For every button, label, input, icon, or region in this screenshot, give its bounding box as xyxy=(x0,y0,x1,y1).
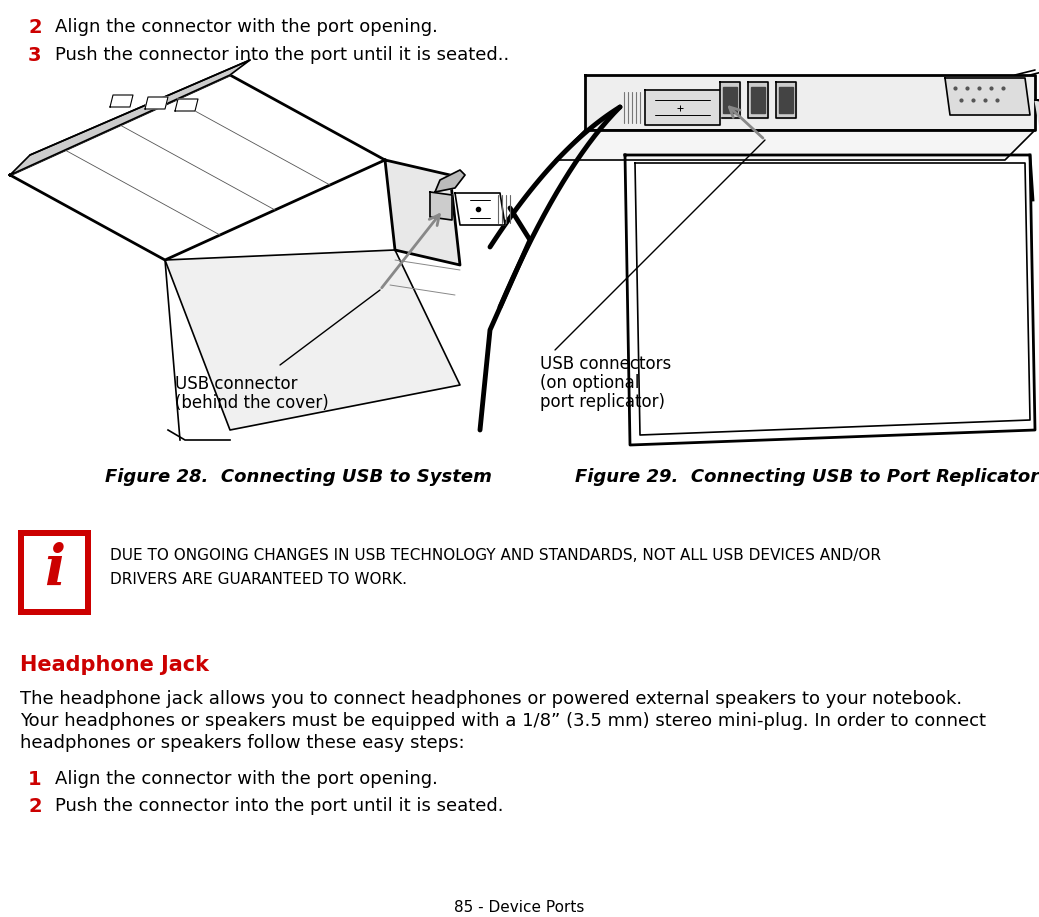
Text: (on optional: (on optional xyxy=(540,374,639,392)
Polygon shape xyxy=(145,97,168,109)
Text: port replicator): port replicator) xyxy=(540,393,665,411)
Polygon shape xyxy=(555,130,1035,160)
Text: USB connectors: USB connectors xyxy=(540,355,671,373)
Polygon shape xyxy=(1035,100,1039,130)
Polygon shape xyxy=(585,75,1035,130)
Text: Figure 28.  Connecting USB to System: Figure 28. Connecting USB to System xyxy=(105,468,491,486)
Text: DUE TO ONGOING CHANGES IN USB TECHNOLOGY AND STANDARDS, NOT ALL USB DEVICES AND/: DUE TO ONGOING CHANGES IN USB TECHNOLOGY… xyxy=(110,548,881,563)
Text: 3: 3 xyxy=(28,46,42,65)
Text: 1: 1 xyxy=(28,770,42,789)
Polygon shape xyxy=(779,87,793,113)
Polygon shape xyxy=(723,87,737,113)
Text: Push the connector into the port until it is seated.: Push the connector into the port until i… xyxy=(55,797,504,815)
Text: 2: 2 xyxy=(28,797,42,816)
Polygon shape xyxy=(645,90,720,125)
Text: USB connector: USB connector xyxy=(175,375,297,393)
Bar xyxy=(18,530,91,615)
Text: headphones or speakers follow these easy steps:: headphones or speakers follow these easy… xyxy=(20,734,464,752)
Text: (behind the cover): (behind the cover) xyxy=(175,394,328,412)
Text: Headphone Jack: Headphone Jack xyxy=(20,655,209,675)
Polygon shape xyxy=(165,250,460,430)
Text: Align the connector with the port opening.: Align the connector with the port openin… xyxy=(55,18,437,36)
Polygon shape xyxy=(720,82,740,118)
Text: DRIVERS ARE GUARANTEED TO WORK.: DRIVERS ARE GUARANTEED TO WORK. xyxy=(110,572,407,587)
Text: 2: 2 xyxy=(28,18,42,37)
Text: Your headphones or speakers must be equipped with a 1/8” (3.5 mm) stereo mini-pl: Your headphones or speakers must be equi… xyxy=(20,712,986,730)
Text: The headphone jack allows you to connect headphones or powered external speakers: The headphone jack allows you to connect… xyxy=(20,690,962,708)
Polygon shape xyxy=(10,60,250,175)
Polygon shape xyxy=(110,95,133,107)
Polygon shape xyxy=(455,193,505,225)
Polygon shape xyxy=(751,87,765,113)
Text: i: i xyxy=(45,542,65,597)
Polygon shape xyxy=(175,99,198,111)
Polygon shape xyxy=(385,160,460,265)
Text: Figure 29.  Connecting USB to Port Replicator: Figure 29. Connecting USB to Port Replic… xyxy=(575,468,1039,486)
Text: 85 - Device Ports: 85 - Device Ports xyxy=(454,900,584,915)
Text: Push the connector into the port until it is seated..: Push the connector into the port until i… xyxy=(55,46,509,64)
Polygon shape xyxy=(945,78,1030,115)
Polygon shape xyxy=(625,155,1035,445)
Polygon shape xyxy=(10,75,385,260)
Polygon shape xyxy=(435,170,465,192)
Text: Align the connector with the port opening.: Align the connector with the port openin… xyxy=(55,770,437,788)
Polygon shape xyxy=(776,82,796,118)
Polygon shape xyxy=(430,192,452,220)
Bar xyxy=(24,536,85,609)
Polygon shape xyxy=(748,82,768,118)
